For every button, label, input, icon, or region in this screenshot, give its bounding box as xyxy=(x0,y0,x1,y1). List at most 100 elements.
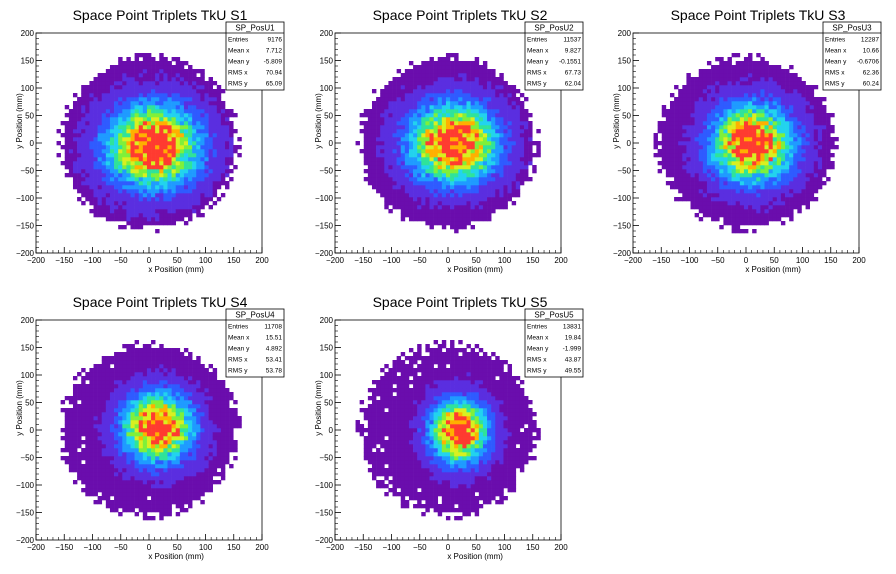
heatmap-cell xyxy=(81,177,86,182)
heatmap-cell xyxy=(159,109,164,114)
heatmap-cell xyxy=(89,408,94,413)
heatmap-cell xyxy=(739,169,745,174)
heatmap-cell xyxy=(179,177,185,182)
heatmap-cell xyxy=(785,73,790,78)
heatmap-cell xyxy=(155,89,160,94)
heatmap-cell xyxy=(159,89,164,94)
heatmap-cell xyxy=(669,121,675,126)
heatmap-cell xyxy=(417,141,422,146)
heatmap-cell xyxy=(114,81,119,86)
heatmap-cell xyxy=(437,113,443,118)
heatmap-cell xyxy=(101,85,107,90)
heatmap-cell xyxy=(723,181,728,186)
heatmap-cell xyxy=(665,133,671,138)
heatmap-cell xyxy=(735,145,741,150)
heatmap-cell xyxy=(454,177,459,182)
heatmap-cell xyxy=(776,157,782,162)
heatmap-cells xyxy=(355,53,541,234)
heatmap-cell xyxy=(89,89,94,94)
heatmap-cell xyxy=(678,133,683,138)
heatmap-cell xyxy=(723,201,728,206)
heatmap-cell xyxy=(789,173,794,178)
heatmap-cell xyxy=(400,197,406,202)
heatmap-cell xyxy=(702,185,708,190)
heatmap-cell xyxy=(482,117,488,122)
heatmap-cell xyxy=(482,141,488,146)
heatmap-cell xyxy=(122,217,127,222)
heatmap-cell xyxy=(445,109,451,114)
y-axis-label: y Position (mm) xyxy=(314,93,323,149)
heatmap-cell xyxy=(85,452,90,457)
heatmap-cell xyxy=(400,169,406,174)
x-tick-label: −100 xyxy=(680,256,699,265)
heatmap-cell xyxy=(657,169,663,174)
heatmap-cell xyxy=(715,177,720,182)
heatmap-cell xyxy=(126,81,131,86)
stats-box-name: SP_PosU1 xyxy=(235,24,275,33)
heatmap-cell xyxy=(487,85,492,90)
heatmap-cell xyxy=(216,101,222,106)
heatmap-cell xyxy=(130,205,135,210)
heatmap-cell xyxy=(524,153,529,158)
heatmap-cell xyxy=(462,125,467,130)
stats-label: RMS x xyxy=(825,70,845,77)
heatmap-cell xyxy=(159,69,164,74)
heatmap-cell xyxy=(89,169,94,174)
heatmap-cell xyxy=(499,105,504,110)
heatmap-cell xyxy=(797,153,802,158)
heatmap-cell xyxy=(126,93,131,98)
heatmap-cell xyxy=(200,185,205,190)
heatmap-cell xyxy=(175,73,181,78)
heatmap-cell xyxy=(719,69,724,74)
heatmap-cell xyxy=(661,125,667,130)
heatmap-cell xyxy=(97,376,103,381)
heatmap-cell xyxy=(167,161,172,166)
heatmap-cell xyxy=(72,396,78,401)
heatmap-cell xyxy=(89,209,94,214)
heatmap-cell xyxy=(77,177,82,182)
heatmap-cell xyxy=(487,189,492,194)
heatmap-cell xyxy=(114,193,119,198)
heatmap-cell xyxy=(495,89,500,94)
heatmap-cell xyxy=(400,101,406,106)
heatmap-cell xyxy=(371,161,377,166)
heatmap-cell xyxy=(171,117,177,122)
heatmap-cell xyxy=(797,189,802,194)
heatmap-cell xyxy=(72,404,78,409)
heatmap-cell xyxy=(188,113,193,118)
heatmap-cell xyxy=(118,201,123,206)
heatmap-cell xyxy=(752,85,757,90)
heatmap-cell xyxy=(785,109,790,114)
heatmap-cell xyxy=(89,141,94,146)
heatmap-cell xyxy=(441,113,447,118)
heatmap-cell xyxy=(690,161,695,166)
heatmap-cell xyxy=(748,121,753,126)
heatmap-cell xyxy=(731,209,737,214)
heatmap-cell xyxy=(109,77,115,82)
heatmap-cell xyxy=(421,109,426,114)
heatmap-cell xyxy=(503,165,508,170)
heatmap-cell xyxy=(731,109,737,114)
heatmap-cell xyxy=(682,137,687,142)
heatmap-cell xyxy=(126,189,131,194)
heatmap-cell xyxy=(93,141,98,146)
heatmap-cell xyxy=(491,149,496,154)
heatmap-cell xyxy=(404,93,410,98)
heatmap-cell xyxy=(421,197,426,202)
heatmap-cell xyxy=(400,165,406,170)
heatmap-cell xyxy=(805,153,810,158)
heatmap-cell xyxy=(433,137,439,142)
heatmap-cell xyxy=(727,129,732,134)
heatmap-cell xyxy=(60,456,66,461)
heatmap-cell xyxy=(731,181,737,186)
heatmap-cell xyxy=(805,109,810,114)
heatmap-cell xyxy=(809,133,815,138)
heatmap-cell xyxy=(233,165,238,170)
heatmap-cell xyxy=(200,161,205,166)
heatmap-cell xyxy=(686,197,691,202)
heatmap-cell xyxy=(417,169,422,174)
heatmap-cell xyxy=(392,165,397,170)
heatmap-cell xyxy=(470,213,476,218)
heatmap-cell xyxy=(68,125,74,130)
heatmap-cell xyxy=(698,89,704,94)
